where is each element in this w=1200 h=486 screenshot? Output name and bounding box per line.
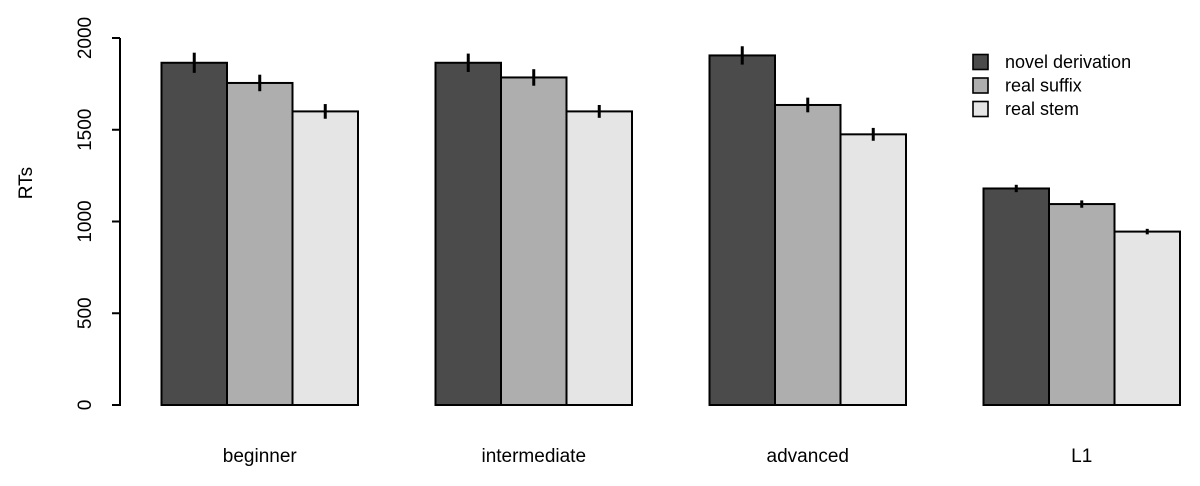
x-category-label: advanced [767,446,849,467]
x-category-label: intermediate [481,446,586,467]
bar-intermediate-series-1 [500,76,568,406]
y-tick-label: 1500 [75,109,96,151]
y-tick-label: 2000 [75,17,96,59]
bar-L1-series-2 [1113,230,1181,406]
bar-L1-series-0 [982,187,1050,406]
bar-intermediate-series-2 [565,110,633,407]
legend-swatch [972,77,989,94]
bar-advanced-series-0 [708,54,776,407]
bar-intermediate-series-0 [434,61,502,407]
legend-label: novel derivation [1005,52,1131,72]
bar-L1-series-1 [1048,203,1116,406]
y-tick-label: 1000 [75,200,96,242]
legend-swatch [972,100,989,118]
legend-label: real suffix [1005,76,1082,96]
y-tick-label: 500 [75,297,96,329]
legend-label: real stem [1005,99,1079,119]
bar-beginner-series-0 [160,61,228,407]
x-category-label: L1 [1071,446,1092,467]
legend-swatch [972,53,989,71]
bar-beginner-series-2 [291,110,359,407]
bar-beginner-series-1 [226,81,294,407]
bar-advanced-series-1 [774,103,842,406]
bar-advanced-series-2 [839,133,907,406]
x-category-label: beginner [223,446,298,467]
y-axis-title: RTs [16,167,37,199]
y-tick-label: 0 [75,400,96,411]
